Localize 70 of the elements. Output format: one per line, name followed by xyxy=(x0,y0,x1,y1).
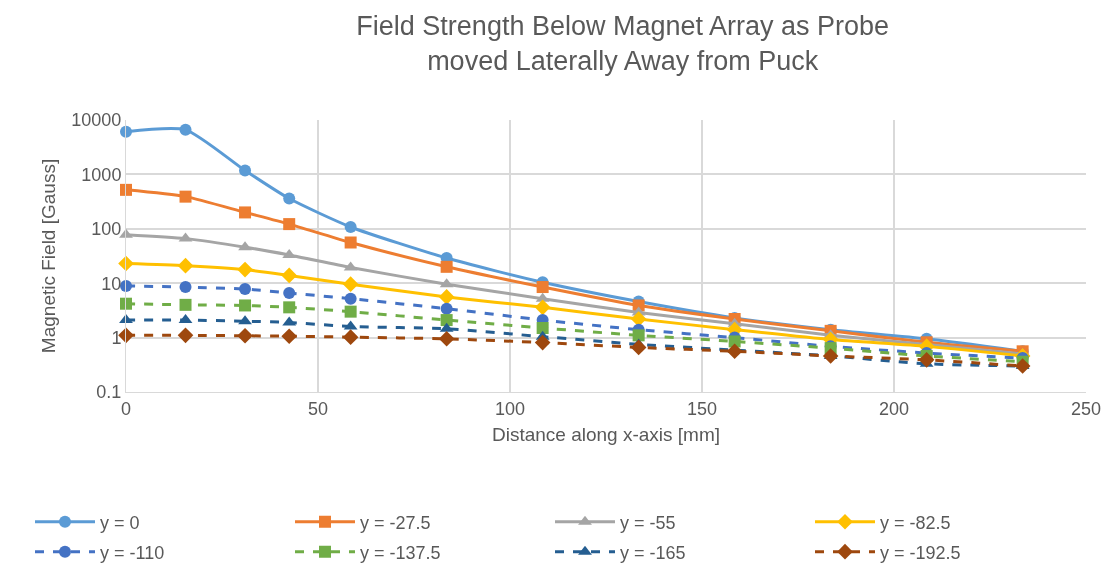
y-axis-title: Magnetic Field [Gauss] xyxy=(38,158,60,354)
point xyxy=(344,292,357,305)
point xyxy=(239,299,252,312)
x-tick-label: 50 xyxy=(307,398,329,419)
point xyxy=(534,334,551,351)
point xyxy=(281,328,297,345)
point xyxy=(918,352,935,368)
point xyxy=(1014,358,1031,374)
point xyxy=(237,327,253,344)
point xyxy=(120,297,132,310)
point xyxy=(344,220,357,233)
point xyxy=(179,298,192,311)
point xyxy=(438,289,455,305)
x-tick-label: 200 xyxy=(878,398,910,419)
point xyxy=(179,190,192,203)
point xyxy=(728,335,741,348)
point xyxy=(177,327,194,344)
point xyxy=(342,276,359,292)
point xyxy=(440,302,453,315)
y-tick-label: 10 xyxy=(101,273,122,294)
x-tick-label: 250 xyxy=(1070,398,1102,419)
point xyxy=(726,343,743,360)
y-tick-label: 1000 xyxy=(81,164,122,185)
point xyxy=(239,283,252,296)
x-axis-title: Distance along x-axis [mm] xyxy=(491,424,721,446)
y-tick-label: 100 xyxy=(91,219,122,240)
point xyxy=(119,228,133,238)
point xyxy=(238,241,252,251)
point xyxy=(283,192,296,205)
point xyxy=(120,183,132,196)
point xyxy=(440,260,453,273)
point xyxy=(440,314,453,327)
point xyxy=(630,339,647,356)
chart-title: Field Strength Below Magnet Array as Probe moved Laterally Away from Puck xyxy=(356,10,890,77)
point xyxy=(822,348,839,364)
x-tick-label: 100 xyxy=(494,398,526,419)
point xyxy=(237,261,253,278)
y-tick-label: 0.1 xyxy=(96,382,122,403)
legend-label: y = -137.5 xyxy=(360,542,441,563)
legend-label: y = -82.5 xyxy=(880,512,951,533)
point xyxy=(632,329,645,342)
point xyxy=(177,257,194,274)
point xyxy=(630,311,647,327)
point xyxy=(344,236,357,249)
point xyxy=(438,331,455,347)
legend-label: y = -192.5 xyxy=(880,542,961,563)
point xyxy=(344,305,357,318)
point xyxy=(534,299,551,316)
point xyxy=(239,164,252,177)
point xyxy=(179,281,192,294)
legend-label: y = -55 xyxy=(620,512,676,533)
x-tick-label: 150 xyxy=(686,398,718,419)
point xyxy=(118,255,134,272)
point xyxy=(342,329,359,345)
legend-label: y = 0 xyxy=(100,512,140,533)
x-tick-label: 0 xyxy=(120,398,132,419)
point xyxy=(283,218,296,231)
point xyxy=(239,206,252,219)
legend-label: y = -165 xyxy=(620,542,686,563)
point xyxy=(238,315,252,325)
y-tick-label: 10000 xyxy=(71,110,122,131)
y-tick-label: 1 xyxy=(111,327,122,348)
point xyxy=(283,287,296,300)
point xyxy=(283,301,296,314)
legend-label: y = -27.5 xyxy=(360,512,431,533)
point xyxy=(179,123,192,136)
point xyxy=(536,281,549,294)
legend-label: y = -110 xyxy=(100,542,165,563)
point xyxy=(536,322,549,335)
point xyxy=(281,267,297,284)
